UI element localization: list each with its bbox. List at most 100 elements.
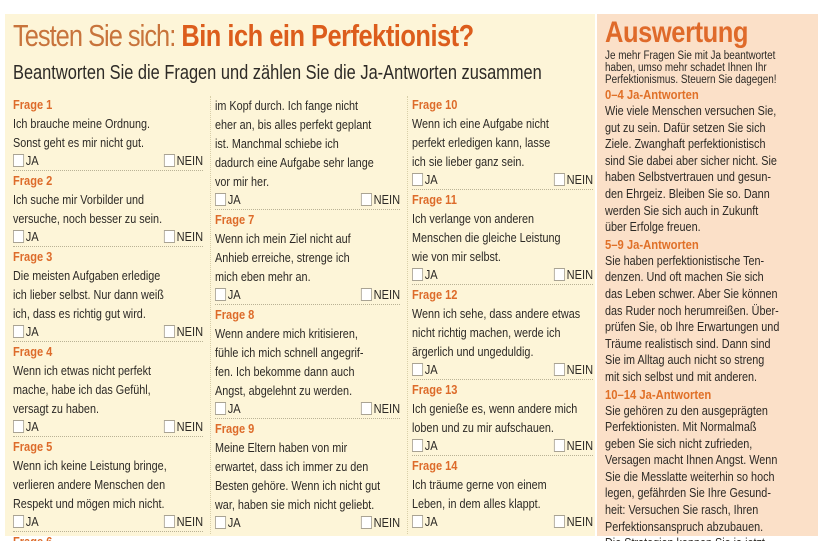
question-2: Frage 2 Ich suche mir Vorbilder und vers… [13,172,203,247]
question-text: Wenn andere mich kritisieren, fühle ich … [215,326,364,398]
checkbox-icon[interactable] [163,419,175,433]
checkbox-icon[interactable] [215,287,227,301]
question-8: Frage 8 Wenn andere mich kritisieren, fü… [215,306,400,419]
answer-yes-checkbox[interactable]: JA [412,514,438,529]
range-heading-5-9: 5–9 Ja-Antworten [605,237,699,252]
answer-yes-checkbox[interactable]: JA [215,401,241,416]
answer-no-checkbox[interactable]: NEIN [163,324,203,339]
question-3: Frage 3 Die meisten Aufgaben erledige ic… [13,248,203,342]
checkbox-icon[interactable] [215,515,227,529]
checkbox-icon[interactable] [360,401,372,415]
checkbox-icon[interactable] [553,514,565,528]
checkbox-icon[interactable] [13,229,25,243]
answer-yes-checkbox[interactable]: JA [412,267,438,282]
title-question: Bin ich ein Perfektionist? [181,18,474,53]
answer-no-checkbox[interactable]: NEIN [163,153,203,168]
question-label: Frage 3 [13,249,53,264]
question-text: Wenn ich mein Ziel nicht auf Anhieb erre… [215,231,351,284]
checkbox-icon[interactable] [412,172,424,186]
answer-yes-checkbox[interactable]: JA [215,287,241,302]
checkbox-icon[interactable] [412,267,424,281]
answer-yes-checkbox[interactable]: JA [412,362,438,377]
answer-no-checkbox[interactable]: NEIN [553,172,593,187]
question-label: Frage 12 [412,287,458,302]
question-text: Wenn ich etwas nicht perfekt mache, habe… [13,363,152,416]
answer-no-checkbox[interactable]: NEIN [360,401,400,416]
answer-no-checkbox[interactable]: NEIN [163,419,203,434]
page-title: Testen Sie sich: Bin ich ein Perfektioni… [13,18,474,54]
answer-no-checkbox[interactable]: NEIN [360,192,400,207]
answer-no-checkbox[interactable]: NEIN [360,515,400,530]
question-10: Frage 10 Wenn ich eine Aufgabe nicht per… [412,96,593,190]
checkbox-icon[interactable] [163,514,175,528]
question-label: Frage 11 [412,192,457,207]
question-label: Frage 1 [13,97,53,112]
checkbox-icon[interactable] [163,153,175,167]
question-text: Ich suche mir Vorbilder und versuche, no… [13,192,163,226]
checkbox-icon[interactable] [360,515,372,529]
answer-no-checkbox[interactable]: NEIN [553,267,593,282]
quiz-page: Testen Sie sich: Bin ich ein Perfektioni… [5,14,818,541]
range-text-5-9: Sie haben perfektionistische Ten- denzen… [605,252,780,384]
page-subtitle: Beantworten Sie die Fragen und zählen Si… [13,62,542,84]
answer-yes-checkbox[interactable]: JA [412,438,438,453]
checkbox-icon[interactable] [163,324,175,338]
question-label: Frage 2 [13,173,53,188]
answer-yes-checkbox[interactable]: JA [412,172,438,187]
question-text: im Kopf durch. Ich fange nicht eher an, … [215,98,374,189]
checkbox-icon[interactable] [13,419,25,433]
checkbox-icon[interactable] [360,287,372,301]
question-label: Frage 7 [215,212,255,227]
checkbox-icon[interactable] [412,438,424,452]
checkbox-icon[interactable] [360,192,372,206]
question-label: Frage 14 [412,458,458,473]
answer-no-checkbox[interactable]: NEIN [163,229,203,244]
question-label: Frage 8 [215,307,255,322]
answer-yes-checkbox[interactable]: JA [13,324,39,339]
checkbox-icon[interactable] [13,153,25,167]
answer-no-checkbox[interactable]: NEIN [553,438,593,453]
answer-no-checkbox[interactable]: NEIN [553,514,593,529]
question-label: Frage 9 [215,421,255,436]
question-text: Meine Eltern haben von mir erwartet, das… [215,440,381,512]
question-label: Frage 13 [412,382,458,397]
answer-yes-checkbox[interactable]: JA [13,153,39,168]
answer-yes-checkbox[interactable]: JA [13,419,39,434]
question-5: Frage 5 Wenn ich keine Leistung bringe, … [13,438,203,532]
title-prefix: Testen Sie sich: [13,18,182,53]
checkbox-icon[interactable] [215,192,227,206]
question-6-start: Frage 6 Was ich tun will, spiele ich zue… [13,533,203,541]
answer-no-checkbox[interactable]: NEIN [360,287,400,302]
answer-yes-checkbox[interactable]: JA [13,229,39,244]
checkbox-icon[interactable] [215,401,227,415]
range-text-10-14: Sie gehören zu den ausgeprägten Perfekti… [605,402,778,541]
checkbox-icon[interactable] [163,229,175,243]
questions-column-2: im Kopf durch. Ich fange nicht eher an, … [210,96,400,534]
questions-column-3: Frage 10 Wenn ich eine Aufgabe nicht per… [407,96,593,534]
checkbox-icon[interactable] [553,438,565,452]
answer-yes-checkbox[interactable]: JA [215,192,241,207]
question-1: Frage 1 Ich brauche meine Ordnung. Sonst… [13,96,203,171]
range-heading-10-14: 10–14 Ja-Antworten [605,387,712,402]
checkbox-icon[interactable] [412,514,424,528]
question-text: Die meisten Aufgaben erledige ich lieber… [13,268,164,321]
checkbox-icon[interactable] [13,324,25,338]
checkbox-icon[interactable] [553,267,565,281]
question-text: Ich träume gerne von einem Leben, in dem… [412,477,547,511]
question-text: Wenn ich eine Aufgabe nicht perfekt erle… [412,116,551,169]
checkbox-icon[interactable] [412,362,424,376]
question-9: Frage 9 Meine Eltern haben von mir erwar… [215,420,400,532]
question-label: Frage 6 [13,533,175,541]
answer-no-checkbox[interactable]: NEIN [553,362,593,377]
question-text: Wenn ich sehe, dass andere etwas nicht r… [412,306,581,359]
answer-no-checkbox[interactable]: NEIN [163,514,203,529]
checkbox-icon[interactable] [553,362,565,376]
answer-yes-checkbox[interactable]: JA [13,514,39,529]
answer-yes-checkbox[interactable]: JA [215,515,241,530]
question-text: Wenn ich keine Leistung bringe, verliere… [13,458,167,511]
question-text: Ich genieße es, wenn andere mich loben u… [412,401,578,435]
question-12: Frage 12 Wenn ich sehe, dass andere etwa… [412,286,593,380]
checkbox-icon[interactable] [553,172,565,186]
checkbox-icon[interactable] [13,514,25,528]
question-label: Frage 4 [13,344,53,359]
